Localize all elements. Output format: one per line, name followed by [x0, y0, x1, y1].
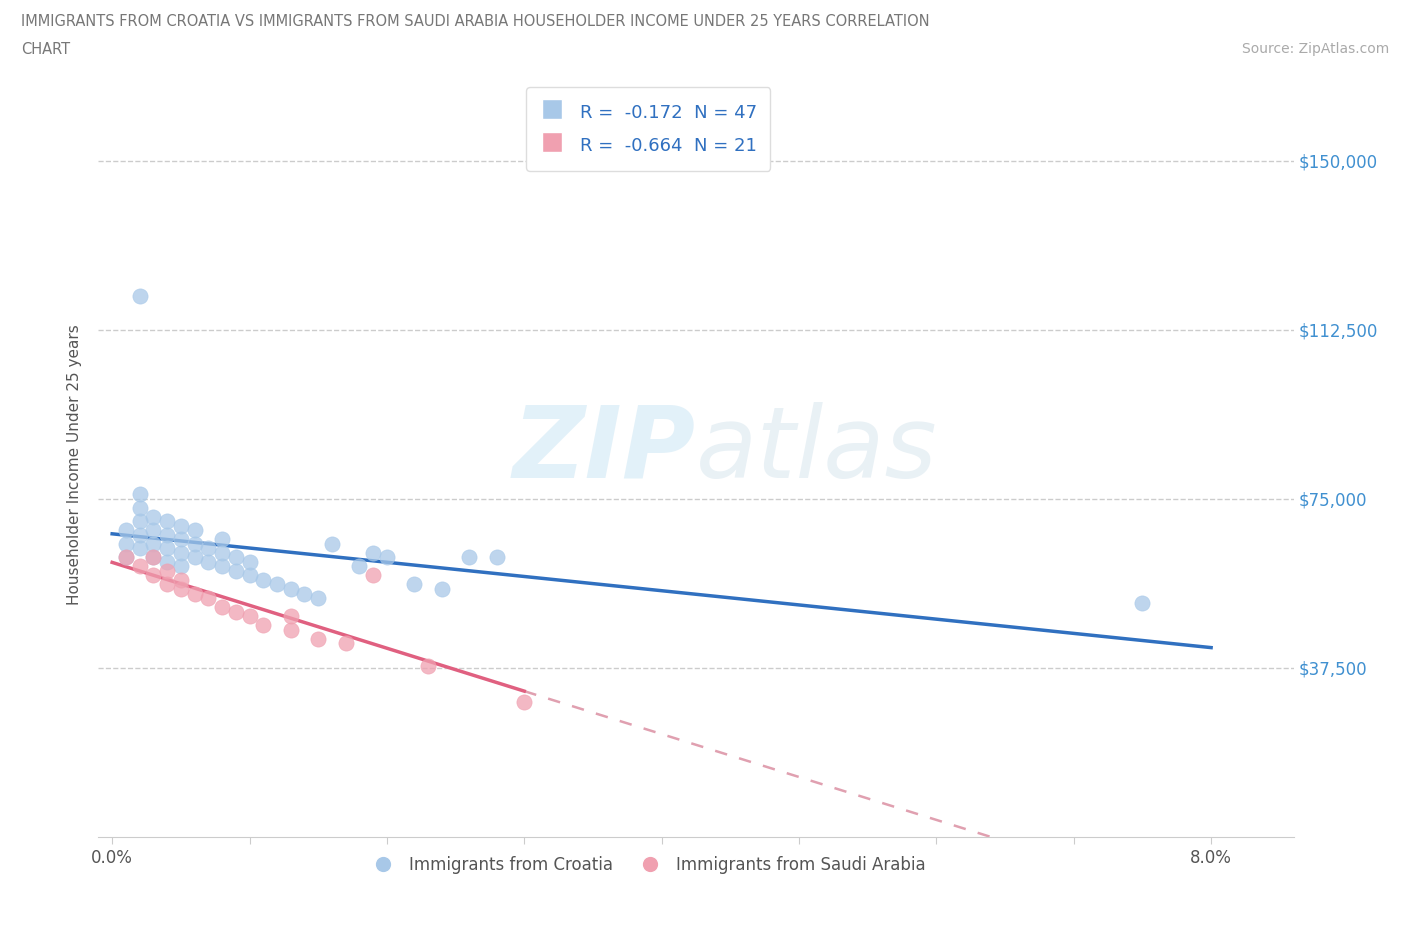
Point — [142, 523, 165, 538]
Point — [156, 541, 179, 556]
Text: CHART: CHART — [21, 42, 70, 57]
Point — [170, 518, 193, 533]
Point — [142, 568, 165, 583]
Point — [211, 559, 233, 574]
Point — [1132, 595, 1154, 610]
Point — [430, 581, 453, 596]
Point — [307, 591, 329, 605]
Point — [307, 631, 329, 646]
Point — [115, 523, 138, 538]
Point — [170, 573, 193, 588]
Point — [225, 550, 247, 565]
Point — [142, 537, 165, 551]
Point — [115, 550, 138, 565]
Point — [211, 532, 233, 547]
Point — [183, 537, 205, 551]
Point — [252, 618, 274, 632]
Point — [252, 573, 274, 588]
Point — [183, 523, 205, 538]
Point — [170, 532, 193, 547]
Point — [156, 554, 179, 569]
Point — [294, 586, 316, 601]
Point — [335, 636, 357, 651]
Point — [128, 559, 150, 574]
Point — [128, 514, 150, 529]
Point — [156, 577, 179, 591]
Point — [404, 577, 426, 591]
Point — [211, 600, 233, 615]
Point — [183, 550, 205, 565]
Point — [458, 550, 481, 565]
Point — [197, 554, 219, 569]
Point — [170, 546, 193, 561]
Point — [349, 559, 371, 574]
Text: atlas: atlas — [696, 402, 938, 498]
Point — [128, 288, 150, 303]
Point — [361, 546, 384, 561]
Point — [280, 622, 302, 637]
Point — [375, 550, 398, 565]
Point — [280, 608, 302, 623]
Point — [238, 568, 260, 583]
Point — [156, 527, 179, 542]
Point — [156, 514, 179, 529]
Point — [280, 581, 302, 596]
Point — [225, 604, 247, 619]
Point — [128, 541, 150, 556]
Point — [361, 568, 384, 583]
Point — [238, 608, 260, 623]
Text: Source: ZipAtlas.com: Source: ZipAtlas.com — [1241, 42, 1389, 56]
Point — [128, 487, 150, 502]
Text: ZIP: ZIP — [513, 402, 696, 498]
Point — [128, 527, 150, 542]
Point — [197, 541, 219, 556]
Legend: Immigrants from Croatia, Immigrants from Saudi Arabia: Immigrants from Croatia, Immigrants from… — [364, 849, 932, 881]
Point — [485, 550, 508, 565]
Point — [513, 695, 536, 710]
Point — [416, 658, 439, 673]
Point — [266, 577, 288, 591]
Point — [197, 591, 219, 605]
Point — [238, 554, 260, 569]
Point — [170, 581, 193, 596]
Point — [170, 559, 193, 574]
Point — [115, 537, 138, 551]
Point — [211, 546, 233, 561]
Point — [142, 550, 165, 565]
Point — [142, 550, 165, 565]
Point — [156, 564, 179, 578]
Point — [142, 510, 165, 525]
Y-axis label: Householder Income Under 25 years: Householder Income Under 25 years — [67, 325, 83, 605]
Point — [321, 537, 343, 551]
Point — [225, 564, 247, 578]
Text: IMMIGRANTS FROM CROATIA VS IMMIGRANTS FROM SAUDI ARABIA HOUSEHOLDER INCOME UNDER: IMMIGRANTS FROM CROATIA VS IMMIGRANTS FR… — [21, 14, 929, 29]
Point — [128, 500, 150, 515]
Point — [115, 550, 138, 565]
Point — [183, 586, 205, 601]
